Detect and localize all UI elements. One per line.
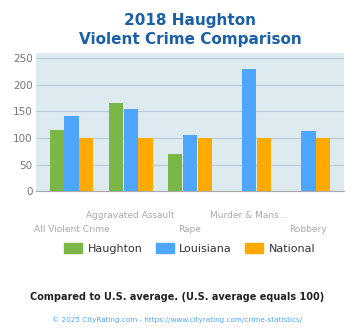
Text: All Violent Crime: All Violent Crime xyxy=(34,225,109,234)
Bar xyxy=(109,103,123,191)
Text: Robbery: Robbery xyxy=(290,225,327,234)
Bar xyxy=(242,69,256,191)
Bar xyxy=(50,130,64,191)
Bar xyxy=(64,116,78,191)
Text: Murder & Mans...: Murder & Mans... xyxy=(211,211,288,220)
Bar xyxy=(198,138,212,191)
Text: Rape: Rape xyxy=(179,225,201,234)
Bar xyxy=(138,138,153,191)
Text: Compared to U.S. average. (U.S. average equals 100): Compared to U.S. average. (U.S. average … xyxy=(31,292,324,302)
Bar xyxy=(301,131,316,191)
Bar xyxy=(168,154,182,191)
Bar xyxy=(183,135,197,191)
Bar xyxy=(257,138,271,191)
Text: © 2025 CityRating.com - https://www.cityrating.com/crime-statistics/: © 2025 CityRating.com - https://www.city… xyxy=(53,317,302,323)
Bar xyxy=(316,138,330,191)
Text: Aggravated Assault: Aggravated Assault xyxy=(86,211,175,220)
Legend: Haughton, Louisiana, National: Haughton, Louisiana, National xyxy=(60,239,320,258)
Title: 2018 Haughton
Violent Crime Comparison: 2018 Haughton Violent Crime Comparison xyxy=(78,13,301,48)
Bar xyxy=(124,109,138,191)
Bar xyxy=(79,138,93,191)
